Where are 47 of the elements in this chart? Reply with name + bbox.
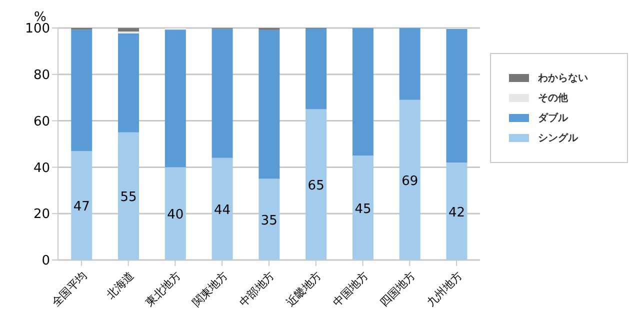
legend-label: ダブル bbox=[537, 112, 570, 126]
data-label: 45 bbox=[354, 202, 372, 217]
x-tick-label: 北海道 bbox=[104, 268, 136, 302]
data-label: 42 bbox=[448, 205, 466, 220]
bar bbox=[352, 28, 374, 156]
legend-label: わからない bbox=[537, 72, 589, 86]
bar bbox=[306, 28, 327, 110]
data-label: 65 bbox=[308, 178, 324, 194]
bar bbox=[118, 33, 140, 132]
x-tick-label: 全国平均 bbox=[49, 268, 90, 310]
bar bbox=[71, 30, 92, 151]
bar bbox=[446, 162, 468, 260]
x-tick-label: 近畿地方 bbox=[284, 268, 324, 310]
bar bbox=[71, 150, 92, 260]
bar bbox=[164, 30, 186, 168]
x-tick-label: 中国地方 bbox=[330, 268, 371, 310]
bar bbox=[446, 28, 468, 163]
bar bbox=[118, 132, 140, 260]
bar bbox=[258, 178, 280, 260]
x-tick-label: 関東地方 bbox=[190, 268, 230, 310]
x-tick-label: 四国地方 bbox=[377, 268, 418, 310]
y-tick-label: 100 bbox=[25, 22, 50, 37]
y-tick-label: 40 bbox=[33, 160, 50, 176]
bar bbox=[212, 158, 233, 260]
bar bbox=[258, 30, 280, 179]
x-tick-label: 九州地方 bbox=[424, 268, 465, 310]
legend-label: シングル bbox=[537, 132, 580, 146]
bar bbox=[118, 28, 140, 32]
data-label: 40 bbox=[167, 208, 184, 223]
data-label: 35 bbox=[260, 213, 278, 228]
bar bbox=[306, 109, 327, 260]
x-tick-label: 中部地方 bbox=[236, 268, 278, 310]
x-tick-label: 東北地方 bbox=[143, 268, 184, 310]
data-label: 44 bbox=[214, 202, 231, 218]
y-tick-label: 0 bbox=[42, 254, 50, 269]
y-tick-label: 60 bbox=[33, 114, 50, 130]
y-tick-label: 20 bbox=[33, 207, 50, 222]
data-label: 47 bbox=[73, 199, 90, 214]
bar bbox=[399, 100, 420, 260]
bar bbox=[399, 28, 420, 100]
bar bbox=[164, 167, 186, 260]
y-tick-label: 80 bbox=[33, 68, 50, 84]
data-label: 69 bbox=[402, 174, 418, 189]
bar bbox=[352, 156, 374, 260]
bar bbox=[212, 28, 233, 158]
data-label: 55 bbox=[120, 190, 137, 206]
legend-label: その他 bbox=[537, 92, 569, 106]
